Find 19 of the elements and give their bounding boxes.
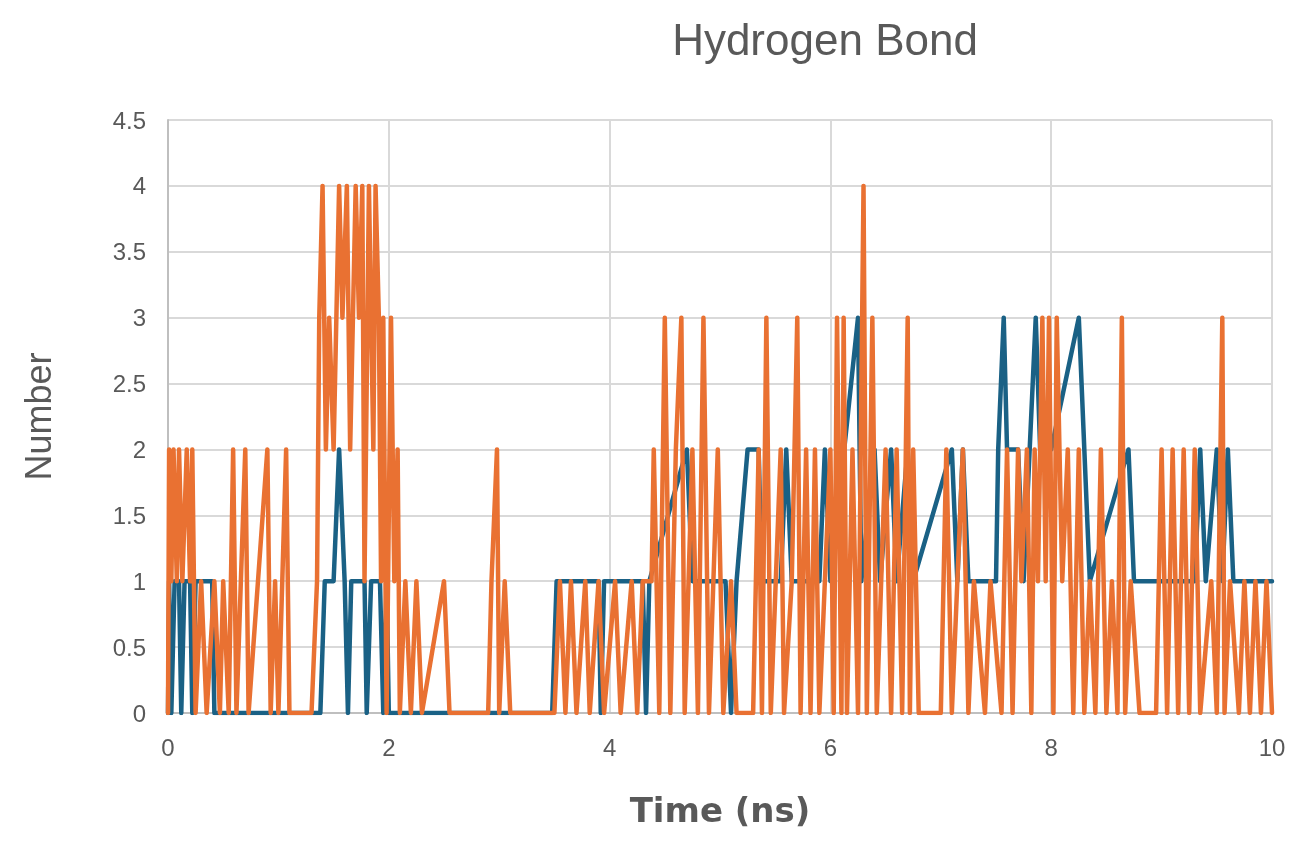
y-axis-title: Number (17, 352, 59, 481)
y-tick-label: 1 (132, 567, 146, 595)
y-tick-label: 2 (132, 435, 146, 463)
y-tick-label: 0.5 (112, 633, 146, 661)
chart-title: Hydrogen Bond (672, 14, 978, 64)
y-tick-label: 2.5 (112, 370, 146, 398)
y-tick-label: 3 (132, 304, 146, 332)
y-tick-label: 4.5 (112, 106, 146, 134)
x-tick-label: 2 (382, 733, 396, 761)
x-tick-label: 10 (1258, 733, 1286, 761)
x-tick-label: 8 (1044, 733, 1058, 761)
x-tick-label: 6 (823, 733, 838, 761)
x-axis-title: Time (ns) (629, 790, 811, 830)
y-tick-label: 3.5 (112, 238, 146, 266)
x-tick-label: 0 (161, 733, 175, 761)
y-tick-label: 1.5 (112, 501, 146, 529)
x-tick-label: 4 (602, 733, 617, 761)
y-tick-label: 4 (132, 172, 146, 200)
y-tick-label: 0 (132, 699, 146, 727)
